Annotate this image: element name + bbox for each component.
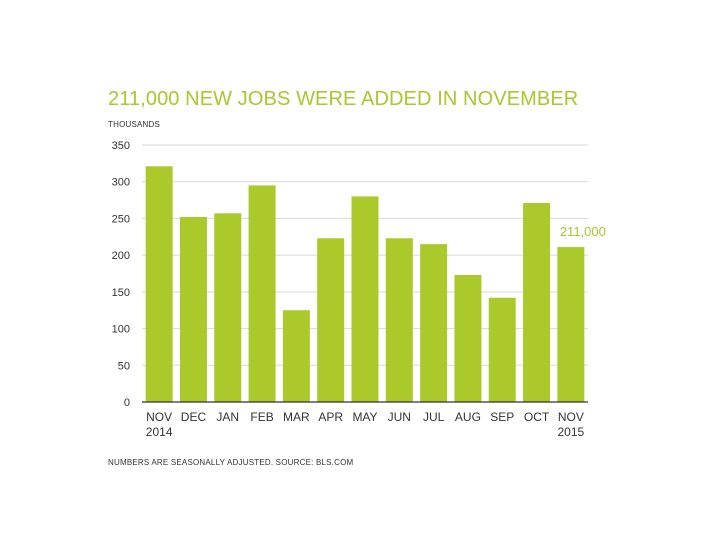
x-tick-label: JUN [388,410,411,424]
y-tick-label: 300 [112,177,130,189]
bar [385,238,413,402]
bar [488,297,516,402]
bar [248,185,276,402]
x-tick-label: APR [318,410,343,424]
y-tick-label: 200 [112,250,130,262]
x-tick-label: JUL [423,410,445,424]
bars [145,166,585,402]
y-tick-label: 150 [112,287,130,299]
x-tick-label: JAN [216,410,239,424]
x-tick-label: DEC [181,410,207,424]
bar [145,166,173,402]
x-tick-sublabel: 2015 [557,425,584,439]
x-tick-label: AUG [455,410,481,424]
bar [179,216,207,402]
y-axis-unit-label: THOUSANDS [108,120,161,129]
data-label-annotation: 211,000 [560,224,606,239]
x-tick-label: NOV [558,410,584,424]
bar [317,238,345,402]
bar [420,244,448,402]
bar [454,274,482,402]
y-tick-label: 50 [118,360,130,372]
bar [214,213,242,402]
source-footnote: NUMBERS ARE SEASONALLY ADJUSTED. SOURCE:… [108,458,354,467]
x-tick-label: SEP [490,410,514,424]
bar [523,203,551,402]
x-tick-label: MAR [283,410,310,424]
x-tick-label: OCT [524,410,550,424]
bar [282,310,310,402]
bar [351,196,379,402]
chart-title: 211,000 NEW JOBS WERE ADDED IN NOVEMBER [108,88,579,110]
x-tick-label: FEB [250,410,273,424]
x-tick-label: MAY [352,410,377,424]
x-tick-label: NOV [146,410,172,424]
y-tick-label: 100 [112,324,130,336]
bar [557,247,585,402]
y-tick-label: 250 [112,213,130,225]
y-tick-label: 350 [112,140,130,152]
x-tick-sublabel: 2014 [146,425,173,439]
y-tick-label: 0 [124,397,130,409]
